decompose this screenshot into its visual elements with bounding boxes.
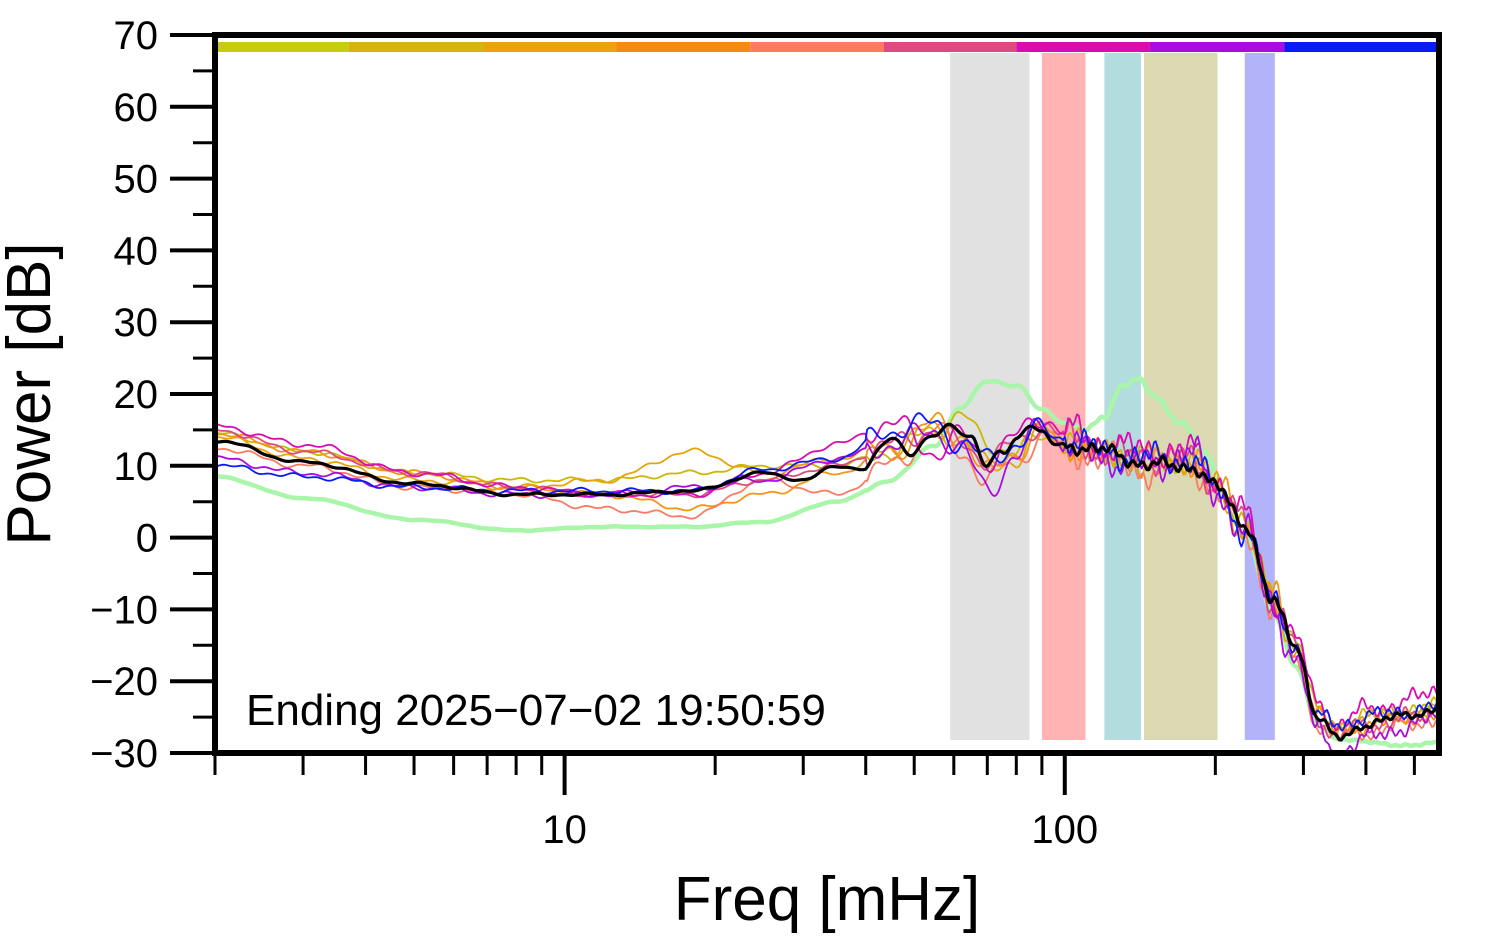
spectrum-series-10 — [215, 422, 1440, 742]
y-tick-label: −10 — [90, 588, 158, 632]
color-bar-segment-7 — [1016, 42, 1150, 52]
color-bar-segment-4 — [616, 42, 751, 52]
y-tick-label: 60 — [114, 86, 159, 130]
x-tick-label: 10 — [542, 808, 587, 852]
series-layer — [214, 376, 1441, 752]
y-tick-label: −30 — [90, 732, 158, 776]
x-tick-label: 100 — [1031, 808, 1098, 852]
color-bar-segment-6 — [883, 42, 1017, 52]
color-bar-segment-5 — [750, 42, 884, 52]
spectrum-series-6 — [214, 418, 1440, 742]
y-axis-label: Power [dB] — [0, 242, 64, 545]
spectrum-series-9 — [214, 412, 1440, 732]
band-layer — [950, 53, 1275, 740]
y-tick-label: −20 — [90, 660, 158, 704]
color-bar-segment-1 — [215, 42, 349, 52]
y-tick-label: 20 — [114, 373, 159, 417]
y-tick-label: 70 — [114, 14, 159, 58]
chart-annotation: Ending 2025−07−02 19:50:59 — [246, 686, 826, 735]
color-bar-segment-9 — [1284, 42, 1439, 52]
frequency-band-1 — [950, 53, 1030, 740]
color-bar-segment-3 — [484, 42, 617, 52]
y-tick-label: 30 — [114, 301, 159, 345]
y-tick-label: 50 — [114, 158, 159, 202]
y-tick-label: 0 — [136, 517, 158, 561]
color-bar — [215, 42, 1439, 52]
color-bar-segment-2 — [348, 42, 485, 52]
spectrum-series-8 — [214, 417, 1440, 752]
plot-frame — [212, 32, 1442, 756]
x-axis-label: Freq [mHz] — [674, 865, 981, 934]
color-bar-segment-8 — [1149, 42, 1285, 52]
y-tick-label: 10 — [114, 445, 159, 489]
frequency-band-2 — [1041, 53, 1086, 740]
frequency-band-5 — [1244, 53, 1275, 740]
y-tick-label: 40 — [114, 229, 159, 273]
frequency-band-3 — [1104, 53, 1141, 740]
